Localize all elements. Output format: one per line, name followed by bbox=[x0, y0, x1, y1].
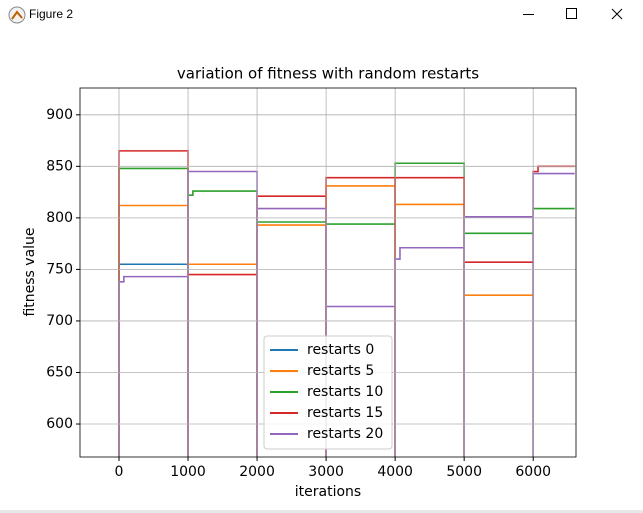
window-title: Figure 2 bbox=[29, 7, 74, 21]
x-tick-label: 1000 bbox=[170, 464, 206, 480]
x-tick-label: 3000 bbox=[308, 464, 344, 480]
series-line bbox=[118, 263, 189, 457]
x-axis-label: iterations bbox=[295, 484, 361, 500]
x-tick-label: 6000 bbox=[515, 464, 551, 480]
y-tick-label: 800 bbox=[46, 210, 73, 226]
bottom-edge bbox=[0, 510, 643, 513]
title-bar: Figure 2 bbox=[0, 0, 643, 30]
x-tick-label: 5000 bbox=[446, 464, 482, 480]
x-tick-label: 4000 bbox=[377, 464, 413, 480]
y-tick-label: 850 bbox=[46, 158, 73, 174]
x-tick-label: 0 bbox=[115, 464, 124, 480]
plot-frame bbox=[79, 87, 577, 458]
x-tick-label: 2000 bbox=[239, 464, 275, 480]
y-tick-label: 600 bbox=[46, 416, 73, 432]
legend-box bbox=[263, 335, 393, 450]
window-controls bbox=[523, 8, 623, 20]
chart-title: variation of fitness with random restart… bbox=[177, 65, 479, 83]
y-tick-label: 750 bbox=[46, 261, 73, 277]
legend-label: restarts 20 bbox=[307, 426, 383, 442]
chart: variation of fitness with random restart… bbox=[22, 65, 577, 500]
app-icon bbox=[8, 6, 26, 24]
legend-label: restarts 15 bbox=[307, 405, 383, 421]
y-tick-label: 650 bbox=[46, 364, 73, 380]
legend-label: restarts 0 bbox=[307, 342, 374, 358]
legend-label: restarts 10 bbox=[307, 384, 383, 400]
y-axis-label: fitness value bbox=[22, 227, 38, 316]
maximize-button[interactable] bbox=[566, 8, 577, 19]
y-tick-label: 700 bbox=[46, 313, 73, 329]
close-button[interactable] bbox=[611, 8, 623, 20]
y-tick-label: 900 bbox=[46, 107, 73, 123]
legend-label: restarts 5 bbox=[307, 363, 374, 379]
